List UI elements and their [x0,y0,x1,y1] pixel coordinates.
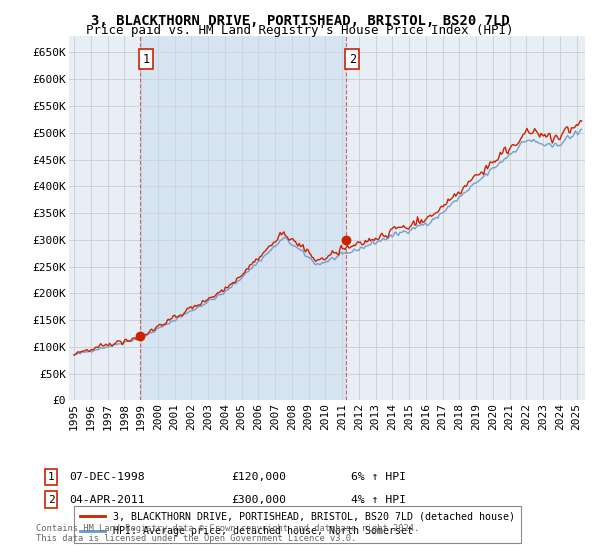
Text: 3, BLACKTHORN DRIVE, PORTISHEAD, BRISTOL, BS20 7LD: 3, BLACKTHORN DRIVE, PORTISHEAD, BRISTOL… [91,14,509,28]
Text: 4% ↑ HPI: 4% ↑ HPI [351,494,406,505]
Text: Price paid vs. HM Land Registry's House Price Index (HPI): Price paid vs. HM Land Registry's House … [86,24,514,37]
Text: 1: 1 [47,472,55,482]
Text: This data is licensed under the Open Government Licence v3.0.: This data is licensed under the Open Gov… [36,534,356,543]
Point [341,235,351,244]
Bar [140,36,346,400]
Text: £120,000: £120,000 [231,472,286,482]
Text: 1: 1 [142,53,149,66]
Text: 6% ↑ HPI: 6% ↑ HPI [351,472,406,482]
Text: £300,000: £300,000 [231,494,286,505]
Text: 2: 2 [349,53,356,66]
Text: Contains HM Land Registry data © Crown copyright and database right 2024.: Contains HM Land Registry data © Crown c… [36,524,419,533]
Point [135,332,145,340]
Text: 04-APR-2011: 04-APR-2011 [69,494,145,505]
Text: 2: 2 [47,494,55,505]
Text: 07-DEC-1998: 07-DEC-1998 [69,472,145,482]
Legend: 3, BLACKTHORN DRIVE, PORTISHEAD, BRISTOL, BS20 7LD (detached house), HPI: Averag: 3, BLACKTHORN DRIVE, PORTISHEAD, BRISTOL… [74,506,521,543]
